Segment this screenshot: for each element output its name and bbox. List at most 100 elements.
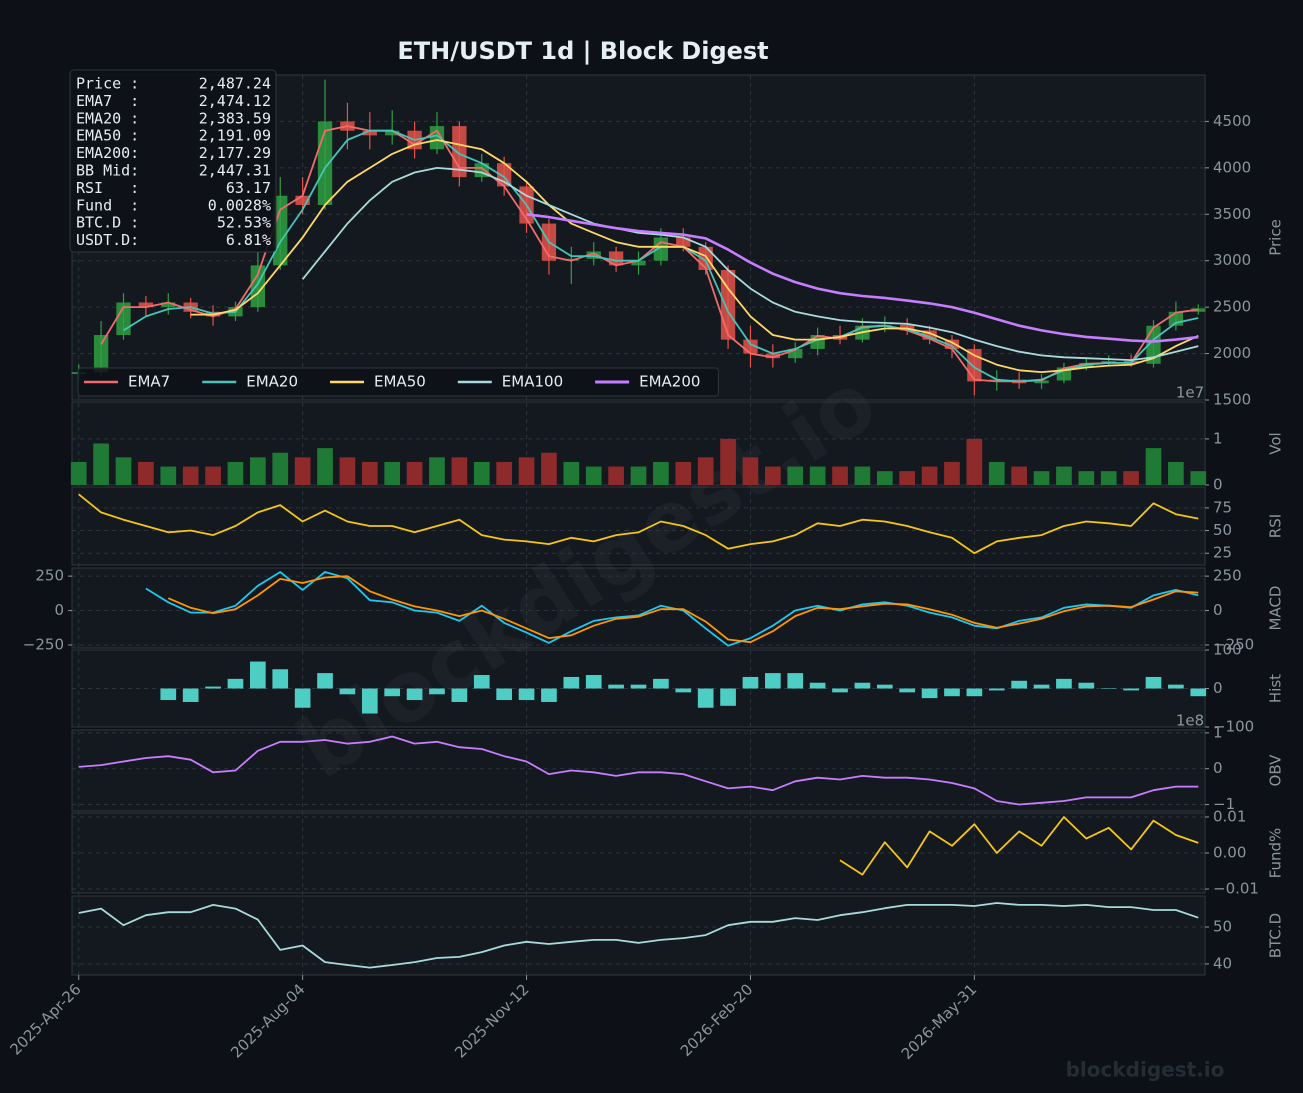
bar [272, 452, 289, 485]
y-tick-label: 0 [1213, 679, 1223, 697]
bar [473, 461, 490, 485]
line [145, 571, 1199, 647]
axis-label: MACD [1267, 586, 1285, 631]
panel-background [71, 895, 1206, 976]
y-tick-label: −0.01 [1213, 880, 1259, 898]
candle-body [1034, 380, 1049, 384]
bar [1056, 678, 1072, 689]
legend-label: EMA20 [246, 373, 298, 391]
info-value: 0.0028% [208, 196, 271, 214]
candle-body [317, 121, 333, 205]
legend-label: EMA100 [502, 373, 563, 391]
bar [384, 461, 401, 485]
bar [765, 466, 781, 485]
bar [1078, 471, 1095, 485]
bar [899, 471, 916, 485]
candle-body [1146, 325, 1161, 364]
info-value: 2,191.09 [199, 127, 271, 145]
bar [115, 457, 132, 485]
info-value: 6.81% [226, 231, 271, 249]
bar [205, 466, 221, 485]
bar [1123, 471, 1139, 485]
candle-body [586, 251, 601, 259]
line [301, 167, 1199, 361]
axis-label: Fund% [1267, 828, 1285, 879]
info-label: EMA200: [76, 144, 139, 162]
line [839, 816, 1199, 876]
bar [675, 461, 692, 485]
bar [317, 673, 333, 689]
axis-label: OBV [1267, 754, 1285, 787]
info-label: Fund : [76, 196, 139, 214]
bar [809, 466, 826, 485]
bar [227, 678, 244, 689]
info-label: USDT.D: [76, 231, 139, 249]
candle-body [900, 324, 915, 331]
y-tick-label: 75 [1213, 498, 1232, 516]
bar [921, 688, 938, 699]
bar [966, 688, 983, 697]
line [78, 493, 1199, 555]
axis-label: Price [1267, 219, 1285, 256]
info-label: EMA20 : [76, 109, 139, 127]
info-value: 2,177.29 [199, 144, 271, 162]
info-value: 2,447.31 [199, 162, 271, 180]
bar [1011, 680, 1027, 689]
candle-body [922, 330, 937, 340]
bar [182, 688, 199, 702]
line [167, 575, 1199, 644]
bar [608, 684, 624, 689]
y-tick-label: −250 [1213, 635, 1254, 653]
legend-label: EMA7 [128, 373, 170, 391]
bar [563, 676, 580, 689]
candle-body [93, 335, 109, 373]
bar [541, 452, 557, 485]
y-tick-label: 1500 [1213, 391, 1251, 409]
bar [451, 457, 468, 485]
y-tick-label: −100 [1213, 718, 1254, 736]
y-tick-label: 0.01 [1213, 807, 1246, 825]
y-tick-label: 1 [1213, 429, 1223, 447]
y-tick-label: 250 [1213, 567, 1242, 585]
bar [585, 466, 602, 485]
footer-text: blockdigest.io [1066, 1058, 1225, 1082]
info-label: BB Mid: [76, 162, 139, 180]
offset-label: 1e7 [1176, 384, 1204, 402]
y-tick-label: 100 [1213, 641, 1242, 659]
bar [1011, 466, 1027, 485]
bar [697, 457, 714, 485]
bar [1033, 471, 1050, 485]
bar [406, 461, 423, 485]
bar [1168, 684, 1184, 689]
candle-body [385, 130, 400, 136]
y-tick-label: −1 [1213, 795, 1235, 813]
bar [1078, 682, 1095, 689]
y-tick-label: 25 [1213, 544, 1232, 562]
legend: EMA7 EMA20 EMA50 EMA100 EMA200 [77, 367, 719, 397]
bar [832, 466, 848, 485]
bar [1168, 461, 1184, 485]
bar [787, 673, 804, 689]
bar [361, 688, 378, 714]
bar [720, 688, 736, 706]
y-tick-label: 3000 [1213, 251, 1251, 269]
candle-body [765, 353, 781, 359]
bar [809, 682, 826, 689]
axis-label: BTC.D [1267, 913, 1285, 958]
bar [876, 684, 893, 689]
bar [1056, 466, 1072, 485]
bar [742, 457, 759, 485]
info-label: EMA50 : [76, 127, 139, 145]
y-tick-label: 0 [1213, 476, 1223, 494]
candle-body [788, 348, 803, 359]
bar [697, 688, 714, 708]
info-box: Price : 2,487.24 EMA7 : 2,474.12 EMA20 : 2,38… [69, 69, 277, 253]
bar [1190, 688, 1207, 697]
bar [765, 673, 781, 689]
axis-label: Hist [1267, 674, 1285, 703]
candle-body [676, 237, 691, 247]
line [78, 735, 1199, 806]
candle-body [161, 302, 176, 308]
